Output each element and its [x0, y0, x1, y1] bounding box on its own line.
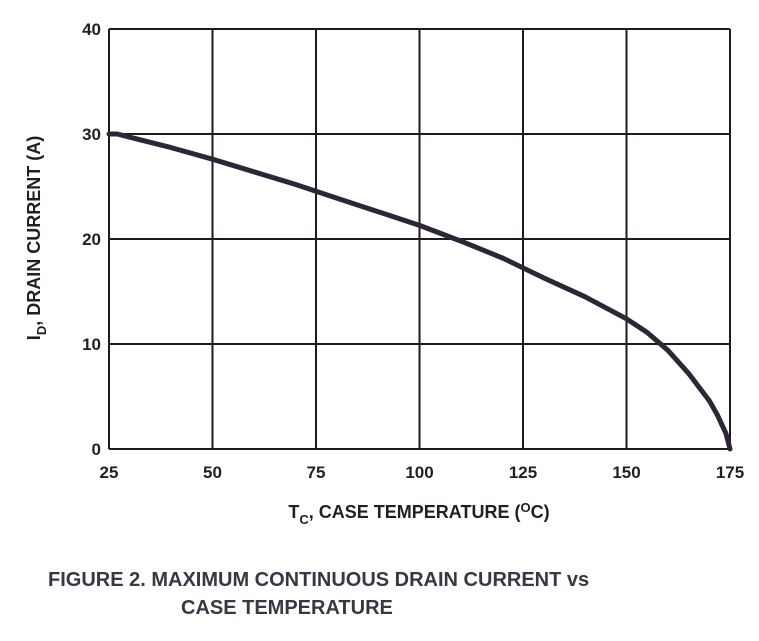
caption-line-2: CASE TEMPERATURE: [181, 597, 393, 619]
y-axis-label: ID, DRAIN CURRENT (A): [24, 136, 49, 340]
x-tick-label: 175: [716, 463, 744, 482]
y-tick-label: 40: [82, 20, 101, 39]
figure-caption: FIGURE 2. MAXIMUM CONTINUOUS DRAIN CURRE…: [48, 566, 748, 622]
x-tick-label: 125: [509, 463, 537, 482]
y-tick-label: 20: [82, 230, 101, 249]
y-tick-label: 30: [82, 125, 101, 144]
caption-line-1: FIGURE 2. MAXIMUM CONTINUOUS DRAIN CURRE…: [48, 569, 590, 591]
x-tick-label: 25: [100, 463, 119, 482]
x-axis-label: TC, CASE TEMPERATURE (OC): [288, 500, 549, 527]
y-axis-ticks: 0 10 20 30 40: [82, 20, 101, 459]
x-axis-ticks: 25 50 75 100 125 150 175: [100, 463, 745, 482]
x-tick-label: 100: [405, 463, 433, 482]
x-tick-label: 150: [612, 463, 640, 482]
series-line: [106, 131, 733, 452]
x-tick-label: 50: [203, 463, 222, 482]
y-tick-label: 0: [92, 440, 101, 459]
plot-area: [106, 131, 733, 452]
y-tick-label: 10: [82, 335, 101, 354]
chart: 25 50 75 100 125 150 175 0 10 20 30 40 TC, CASE TE…: [24, 20, 745, 527]
grid: [108, 28, 731, 450]
x-tick-label: 75: [307, 463, 326, 482]
